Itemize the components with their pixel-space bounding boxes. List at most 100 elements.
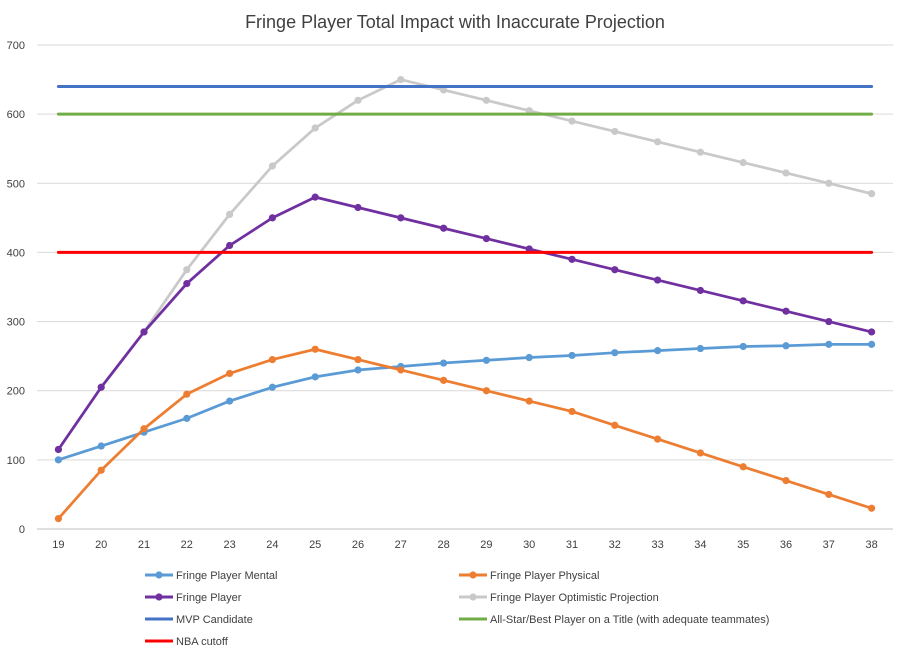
legend-label: Fringe Player bbox=[176, 592, 242, 604]
data-point bbox=[739, 463, 747, 471]
data-point bbox=[482, 387, 490, 395]
data-point bbox=[782, 342, 790, 350]
data-point bbox=[354, 356, 362, 364]
x-tick-label: 29 bbox=[480, 539, 492, 551]
data-point bbox=[482, 356, 490, 364]
data-point bbox=[140, 328, 148, 336]
series-1 bbox=[54, 345, 876, 523]
legend-marker bbox=[469, 593, 477, 601]
series-line bbox=[57, 78, 873, 451]
chart-title: Fringe Player Total Impact with Inaccura… bbox=[245, 12, 665, 32]
data-point bbox=[739, 158, 747, 167]
data-point bbox=[183, 279, 191, 288]
data-point bbox=[183, 266, 191, 274]
x-tick-label: 34 bbox=[694, 539, 706, 551]
x-tick-label: 28 bbox=[437, 539, 449, 551]
data-point bbox=[97, 383, 105, 391]
data-point bbox=[311, 345, 319, 353]
data-point bbox=[611, 349, 619, 357]
series-2 bbox=[54, 193, 876, 454]
data-point bbox=[226, 241, 234, 250]
x-tick-label: 20 bbox=[95, 539, 107, 551]
y-tick-label: 0 bbox=[19, 524, 25, 536]
data-point bbox=[825, 490, 833, 499]
y-tick-label: 400 bbox=[7, 247, 25, 259]
data-point bbox=[268, 214, 276, 222]
data-point bbox=[696, 148, 705, 156]
data-point bbox=[397, 214, 405, 222]
x-tick-label: 36 bbox=[780, 539, 792, 551]
data-point bbox=[568, 255, 576, 263]
data-point bbox=[482, 235, 490, 243]
data-point bbox=[868, 504, 876, 512]
data-point bbox=[97, 442, 105, 450]
legend-entry: All-Star/Best Player on a Title (with ad… bbox=[459, 614, 769, 626]
legend-label: Fringe Player Mental bbox=[176, 570, 278, 582]
data-point bbox=[868, 328, 876, 336]
data-point bbox=[825, 340, 833, 348]
data-point bbox=[482, 96, 490, 104]
legend-entry: NBA cutoff bbox=[145, 636, 229, 648]
legend: Fringe Player Mental Fringe Player Physic… bbox=[145, 570, 769, 648]
data-point bbox=[183, 414, 191, 422]
data-point bbox=[525, 245, 533, 253]
data-point bbox=[654, 276, 662, 284]
data-point bbox=[739, 297, 747, 305]
legend-marker bbox=[155, 593, 163, 601]
data-point bbox=[440, 376, 448, 384]
data-point bbox=[525, 397, 533, 405]
data-point bbox=[54, 456, 63, 464]
x-axis: 19 20 21 22 23 24 25 26 27 28 29 30 31 32 33 34 35 36 37 38 bbox=[52, 539, 877, 551]
x-tick-label: 33 bbox=[651, 539, 663, 551]
x-tick-label: 23 bbox=[223, 539, 235, 551]
data-point bbox=[54, 445, 63, 454]
data-point bbox=[696, 344, 705, 353]
data-point bbox=[568, 351, 576, 360]
data-point bbox=[696, 286, 705, 295]
series-3 bbox=[54, 75, 876, 454]
data-point bbox=[782, 477, 790, 485]
data-point bbox=[868, 190, 876, 198]
y-tick-label: 200 bbox=[7, 386, 25, 398]
legend-entry: Fringe Player Optimistic Projection bbox=[459, 592, 659, 604]
y-axis: 0 100 200 300 400 500 600 700 bbox=[7, 40, 25, 536]
x-tick-label: 25 bbox=[309, 539, 321, 551]
data-point bbox=[696, 449, 705, 457]
y-tick-label: 100 bbox=[7, 455, 25, 467]
data-point bbox=[440, 359, 448, 367]
x-tick-label: 38 bbox=[865, 539, 877, 551]
data-point bbox=[440, 86, 448, 94]
data-point bbox=[311, 193, 319, 201]
data-point bbox=[354, 96, 362, 104]
data-point bbox=[226, 397, 234, 405]
legend-label: MVP Candidate bbox=[176, 614, 253, 626]
legend-entry: Fringe Player Mental bbox=[145, 570, 278, 582]
data-point bbox=[226, 210, 234, 218]
data-point bbox=[611, 421, 619, 429]
series-line bbox=[57, 347, 873, 521]
legend-marker bbox=[155, 571, 163, 579]
legend-label: All-Star/Best Player on a Title (with ad… bbox=[490, 614, 769, 626]
data-point bbox=[354, 366, 362, 374]
series-lines bbox=[54, 75, 876, 523]
legend-label: Fringe Player Optimistic Projection bbox=[490, 592, 659, 604]
data-point bbox=[654, 435, 662, 443]
data-point bbox=[183, 390, 191, 398]
data-point bbox=[311, 124, 319, 132]
data-point bbox=[739, 342, 747, 351]
data-point bbox=[397, 75, 405, 84]
data-point bbox=[568, 117, 576, 125]
legend-entry: Fringe Player bbox=[145, 592, 242, 604]
x-tick-label: 19 bbox=[52, 539, 64, 551]
data-point bbox=[611, 266, 619, 274]
x-tick-label: 24 bbox=[266, 539, 278, 551]
data-point bbox=[354, 203, 362, 212]
x-tick-label: 31 bbox=[566, 539, 578, 551]
data-point bbox=[825, 317, 833, 326]
x-tick-label: 21 bbox=[138, 539, 150, 551]
data-point bbox=[525, 107, 533, 115]
data-point bbox=[226, 369, 234, 378]
x-tick-label: 22 bbox=[181, 539, 193, 551]
legend-entry: Fringe Player Physical bbox=[459, 570, 599, 582]
